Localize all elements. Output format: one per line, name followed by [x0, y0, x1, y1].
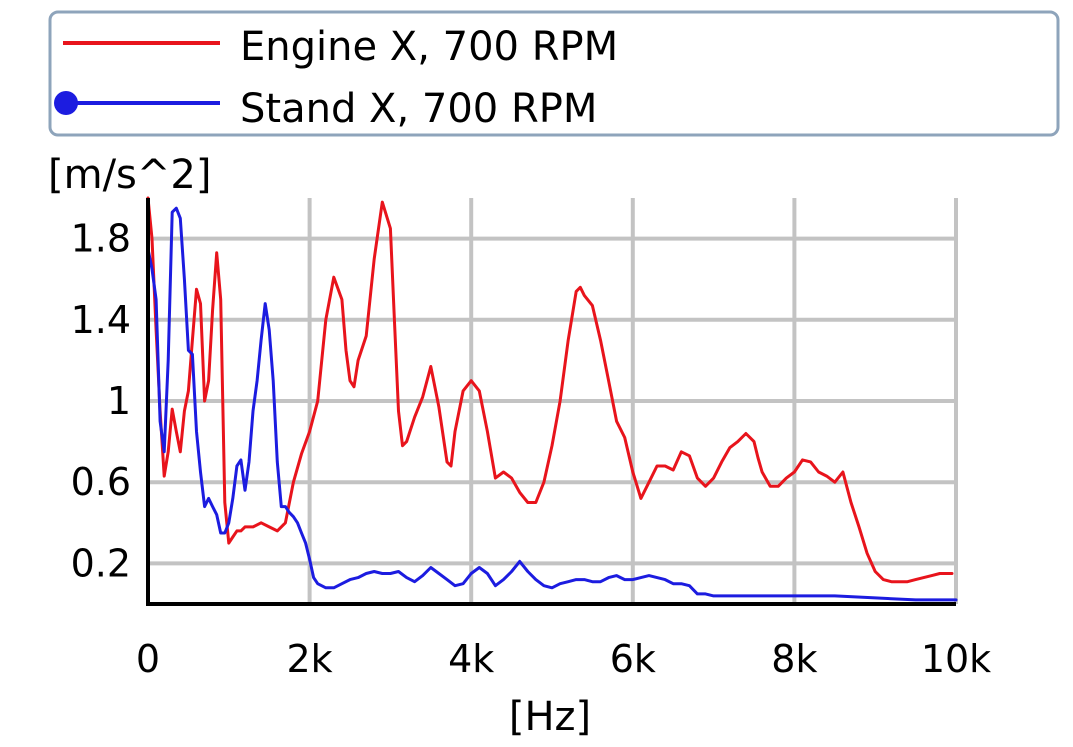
x-tick-label-4: 8k	[771, 637, 817, 681]
y-tick-label-1: 0.6	[71, 460, 131, 504]
axes	[146, 198, 956, 606]
y-axis-label: [m/s^2]	[48, 152, 211, 198]
x-axis-label: [Hz]	[509, 694, 591, 740]
y-tick-label-2: 1	[107, 379, 131, 423]
series-layer	[146, 196, 958, 602]
y-tick-label-4: 1.8	[71, 217, 131, 261]
series-line-0	[146, 196, 954, 584]
legend-label-engine: Engine X, 700 RPM	[240, 24, 618, 70]
legend-label-stand: Stand X, 700 RPM	[240, 86, 597, 132]
y-tick-labels: 0.2 0.6 1 1.4 1.8	[71, 217, 131, 586]
x-tick-label-1: 2k	[287, 637, 333, 681]
y-tick-label-0: 0.2	[71, 541, 131, 585]
x-tick-label-0: 0	[136, 637, 160, 681]
series-line-1	[146, 206, 958, 602]
x-tick-label-2: 4k	[448, 637, 494, 681]
x-tick-labels: 0 2k 4k 6k 8k 10k	[136, 637, 991, 681]
x-tick-label-3: 6k	[610, 637, 656, 681]
y-tick-label-3: 1.4	[71, 298, 131, 342]
x-tick-label-5: 10k	[921, 637, 991, 681]
grid	[148, 198, 958, 604]
legend-marker-stand	[54, 91, 78, 115]
legend: Engine X, 700 RPM Stand X, 700 RPM	[48, 10, 1060, 137]
legend-box	[48, 10, 1060, 137]
